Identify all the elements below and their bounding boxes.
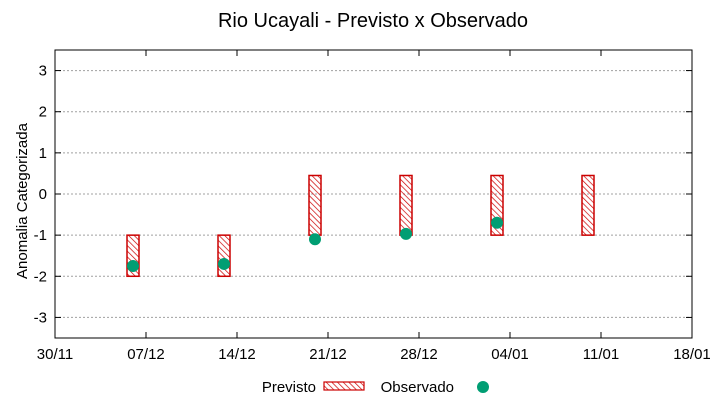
observado-point bbox=[400, 227, 412, 240]
legend-label-observado: Observado bbox=[381, 379, 454, 396]
x-tick-label: 14/12 bbox=[218, 346, 256, 363]
y-tick-label: -1 bbox=[34, 227, 47, 244]
x-tick-label: 04/01 bbox=[491, 346, 529, 363]
grid-lines bbox=[55, 70, 692, 318]
x-tick-label: 18/01 bbox=[673, 346, 711, 363]
y-tick-label: 3 bbox=[39, 63, 47, 80]
chart-title: Rio Ucayali - Previsto x Observado bbox=[218, 10, 528, 32]
x-tick-label: 30/11 bbox=[37, 346, 73, 363]
y-tick-label: 2 bbox=[39, 104, 47, 121]
x-tick-label: 21/12 bbox=[309, 346, 347, 363]
observado-point bbox=[491, 216, 503, 229]
legend-swatch-observado bbox=[477, 381, 489, 393]
observado-point bbox=[309, 233, 321, 246]
x-tick-label: 07/12 bbox=[127, 346, 165, 363]
chart-legend: Previsto Observado bbox=[262, 379, 489, 396]
x-tick-label: 11/01 bbox=[583, 346, 619, 363]
previsto-bar bbox=[581, 174, 595, 236]
y-tick-label: -2 bbox=[34, 268, 47, 285]
legend-label-previsto: Previsto bbox=[262, 379, 316, 396]
plot-marks bbox=[126, 174, 595, 278]
previsto-bar bbox=[308, 174, 322, 236]
y-tick-label: 1 bbox=[39, 145, 47, 162]
observado-point bbox=[127, 260, 139, 272]
axis-ticks: -3 -2 -1 0 1 2 3 30/11 07/12 14/12 21/12 28/12 04/01… bbox=[34, 50, 711, 363]
previsto-bar bbox=[399, 174, 413, 236]
y-axis-label: Anomalia Categorizada bbox=[14, 122, 31, 279]
y-tick-label: 0 bbox=[39, 186, 47, 203]
previsto-bar bbox=[217, 234, 231, 278]
observado-point bbox=[218, 257, 230, 270]
legend-swatch-previsto bbox=[323, 381, 365, 391]
y-tick-label: -3 bbox=[34, 309, 47, 326]
x-tick-label: 28/12 bbox=[400, 346, 438, 363]
